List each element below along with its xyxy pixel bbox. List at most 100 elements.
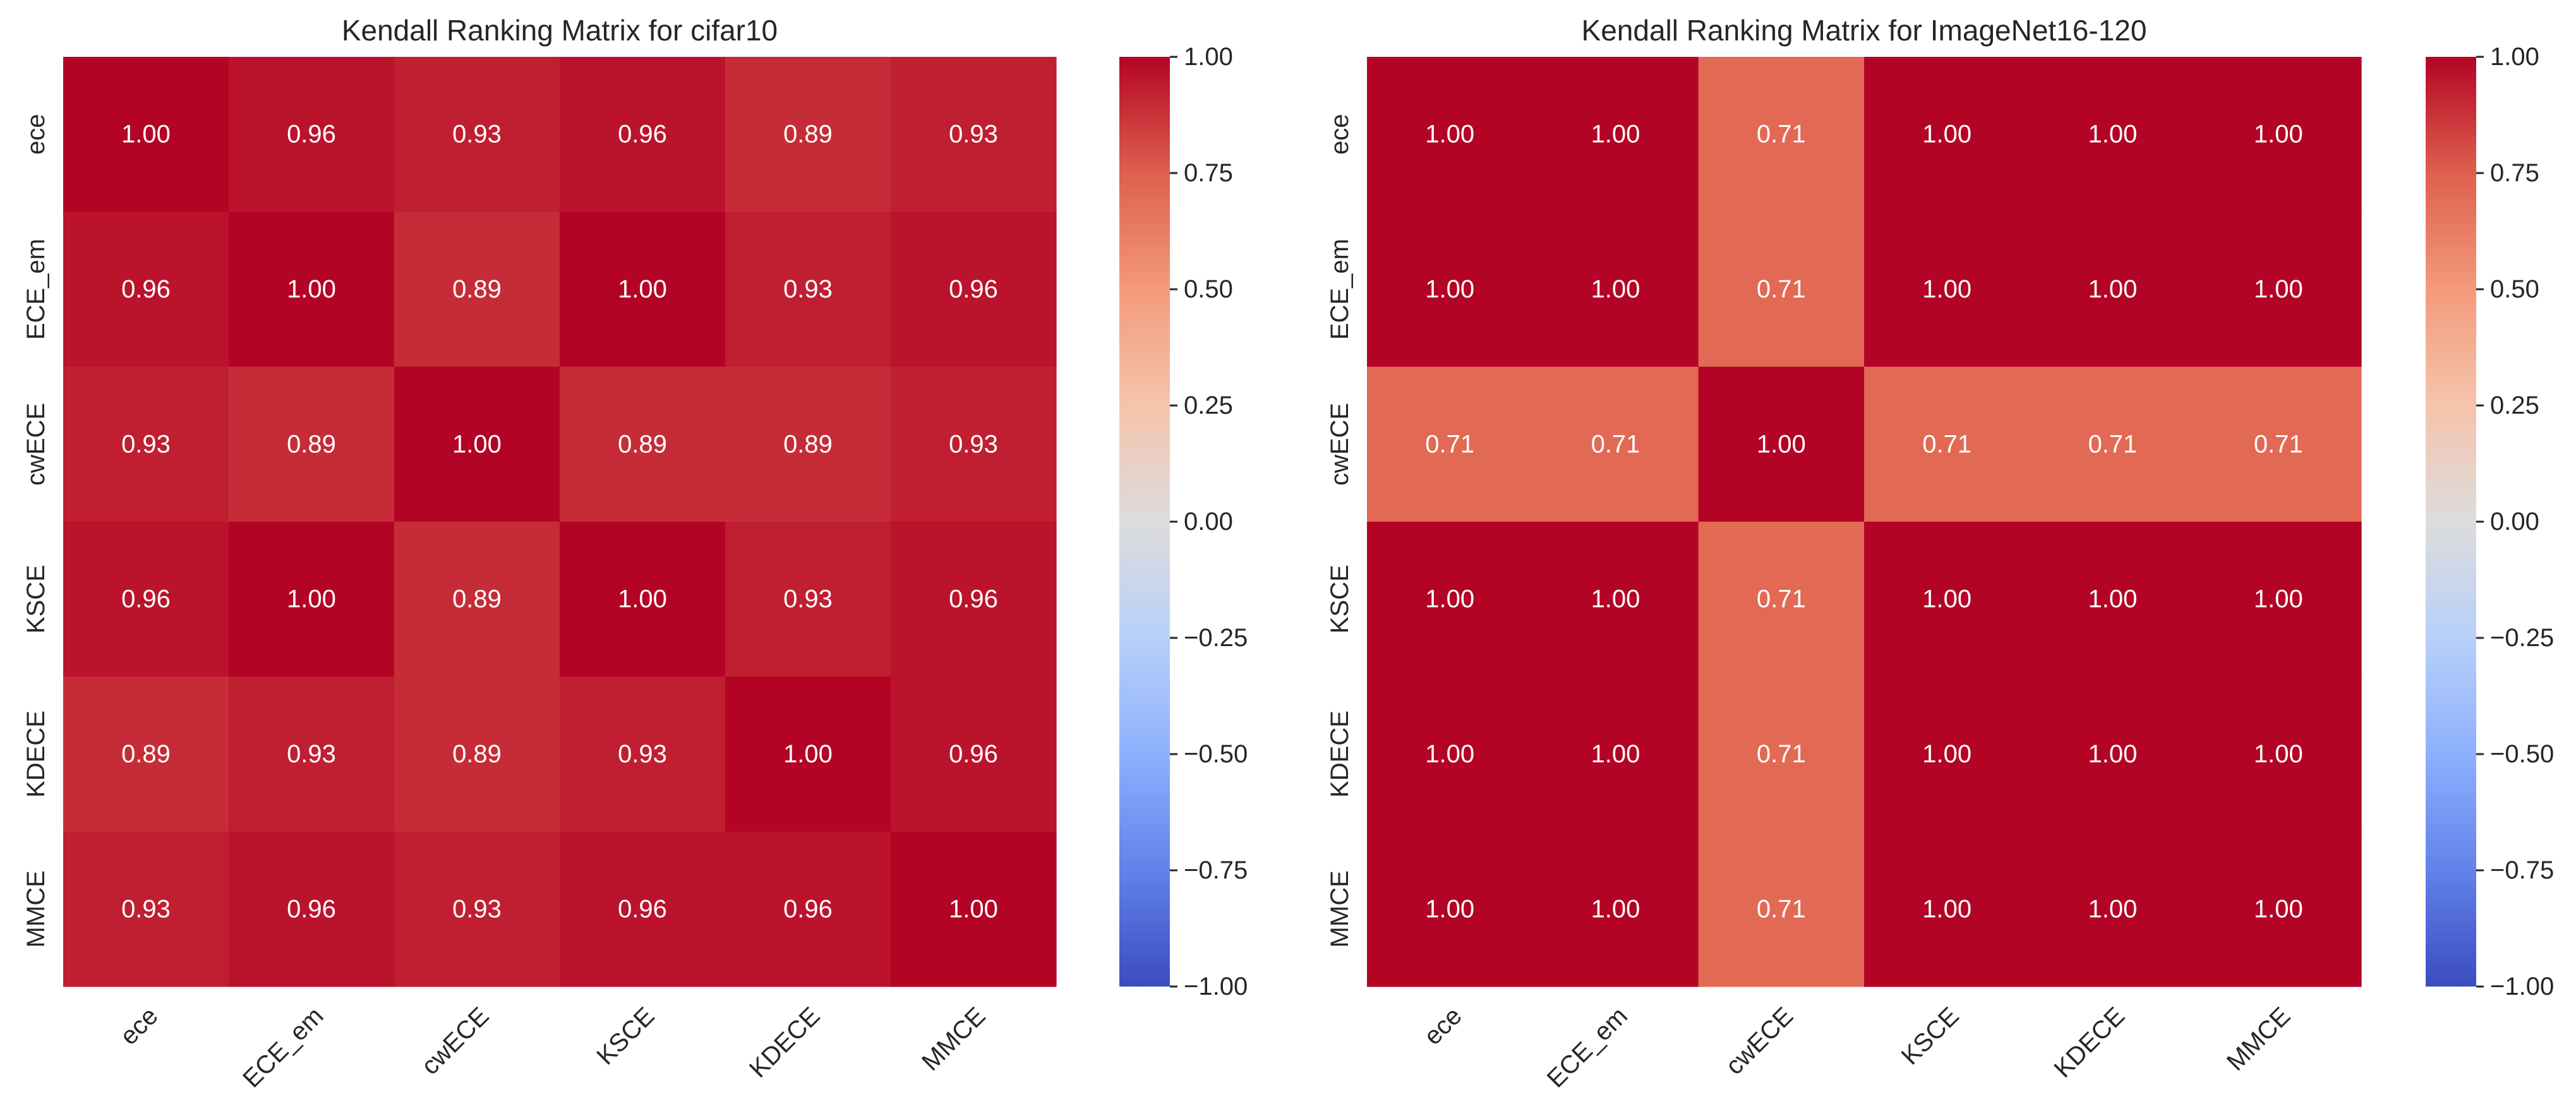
heatmap-cell <box>1864 212 2030 368</box>
cell-value-label: 0.96 <box>783 895 833 923</box>
heatmap-cell <box>1698 212 1865 368</box>
cell-value-label: 0.71 <box>1757 895 1806 923</box>
cell-value-label: 1.00 <box>949 895 998 923</box>
colorbar-tick-label: 1.00 <box>1184 43 1233 71</box>
cell-value-label: 1.00 <box>1922 895 1971 923</box>
heatmap-cell <box>2195 676 2362 832</box>
cell-value-label: 0.96 <box>287 121 336 148</box>
cell-value-label: 1.00 <box>1922 740 1971 768</box>
cell-value-label: 0.89 <box>452 740 502 768</box>
colorbar-tick-label: 0.50 <box>1184 275 1233 303</box>
cell-value-label: 1.00 <box>2088 585 2138 613</box>
heatmap-cell <box>891 212 1057 368</box>
cell-value-label: 0.93 <box>452 121 502 148</box>
heatmap-cell <box>2030 831 2196 987</box>
heatmap-cell <box>1367 212 1533 368</box>
colorbar-tick-label: −0.50 <box>2490 740 2554 768</box>
heatmap-cell <box>229 57 395 212</box>
heatmap-cell <box>394 366 560 522</box>
heatmap-cell <box>394 522 560 677</box>
heatmap-cell <box>2030 676 2196 832</box>
cell-value-label: 1.00 <box>2088 895 2138 923</box>
heatmap-cell <box>725 366 891 522</box>
x-tick-label: KSCE <box>1896 1002 1965 1070</box>
cell-value-label: 0.71 <box>1757 740 1806 768</box>
heatmap-cell <box>1367 366 1533 522</box>
cell-value-label: 0.93 <box>949 121 998 148</box>
cell-value-label: 0.89 <box>452 585 502 613</box>
cell-value-label: 0.89 <box>121 740 171 768</box>
heatmap-cell <box>725 212 891 368</box>
x-tick-label: ECE_em <box>238 1002 328 1093</box>
colorbar-tick-label: −0.50 <box>1184 740 1248 768</box>
cell-value-label: 1.00 <box>618 275 667 303</box>
colorbar-tick-label: 0.25 <box>2490 392 2539 419</box>
heatmap-cell <box>229 366 395 522</box>
heatmap-panel-1: Kendall Ranking Matrix for cifar10 1.00 0.… <box>22 14 1248 1093</box>
y-tick-label: MMCE <box>22 870 50 947</box>
cell-value-label: 0.93 <box>949 430 998 458</box>
heatmap-cell <box>1864 831 2030 987</box>
heatmap-cell <box>891 831 1057 987</box>
colorbar-tick-label: −0.25 <box>1184 624 1248 652</box>
heatmap-cell <box>560 676 726 832</box>
cell-value-label: 1.00 <box>287 585 336 613</box>
heatmap-cell <box>891 366 1057 522</box>
cell-value-label: 1.00 <box>2254 275 2303 303</box>
cell-value-label: 0.71 <box>2088 430 2138 458</box>
heatmap-cell <box>1864 522 2030 677</box>
cell-value-label: 0.89 <box>618 430 667 458</box>
cell-value-label: 0.96 <box>949 275 998 303</box>
cell-value-label: 1.00 <box>121 121 171 148</box>
cell-value-label: 1.00 <box>287 275 336 303</box>
cell-value-label: 0.96 <box>121 585 171 613</box>
heatmap-cell <box>2030 522 2196 677</box>
cell-value-label: 0.93 <box>618 740 667 768</box>
heatmap-cell <box>891 522 1057 677</box>
heatmap-cell <box>63 366 229 522</box>
cell-value-label: 0.93 <box>121 895 171 923</box>
heatmap-cell <box>725 831 891 987</box>
x-tick-label: ece <box>1419 1002 1467 1050</box>
colorbar-tick-label: −1.00 <box>1184 973 1248 1000</box>
cell-value-label: 0.96 <box>949 740 998 768</box>
x-tick-label: KDECE <box>2049 1002 2130 1083</box>
heatmap-cell <box>725 676 891 832</box>
heatmap-cell <box>2195 57 2362 212</box>
x-tick-label: ECE_em <box>1542 1002 1633 1093</box>
cell-value-label: 0.93 <box>783 275 833 303</box>
cell-value-label: 0.71 <box>1757 121 1806 148</box>
cell-value-label: 1.00 <box>1425 275 1474 303</box>
heatmap-cell <box>63 676 229 832</box>
heatmap-cell <box>394 676 560 832</box>
heatmap-cell <box>63 212 229 368</box>
heatmap-cell <box>1698 522 1865 677</box>
cell-value-label: 1.00 <box>2254 121 2303 148</box>
cell-value-label: 1.00 <box>452 430 502 458</box>
y-tick-label: KSCE <box>1326 565 1354 633</box>
cell-value-label: 0.89 <box>287 430 336 458</box>
cell-value-label: 1.00 <box>2254 740 2303 768</box>
cell-value-label: 1.00 <box>1591 895 1640 923</box>
cell-value-label: 0.93 <box>287 740 336 768</box>
heatmap-cell <box>891 676 1057 832</box>
heatmap-cell <box>2195 212 2362 368</box>
x-tick-label: cwECE <box>1721 1002 1799 1080</box>
heatmap-cell <box>2030 366 2196 522</box>
cell-value-label: 0.71 <box>2254 430 2303 458</box>
heatmap-cell <box>394 57 560 212</box>
cell-value-label: 0.71 <box>1591 430 1640 458</box>
cell-value-label: 0.89 <box>783 430 833 458</box>
heatmap-cell <box>891 57 1057 212</box>
heatmap-cell <box>63 831 229 987</box>
heatmap-cell <box>1864 57 2030 212</box>
heatmap-cell <box>229 212 395 368</box>
colorbar <box>2426 57 2476 987</box>
colorbar-tick-label: 0.25 <box>1184 392 1233 419</box>
colorbar-tick-label: 1.00 <box>2490 43 2539 71</box>
y-tick-label: KDECE <box>1326 711 1354 798</box>
heatmap-cell <box>1864 676 2030 832</box>
heatmap-cell <box>229 676 395 832</box>
heatmap-cell <box>229 522 395 677</box>
heatmap-cell <box>560 831 726 987</box>
